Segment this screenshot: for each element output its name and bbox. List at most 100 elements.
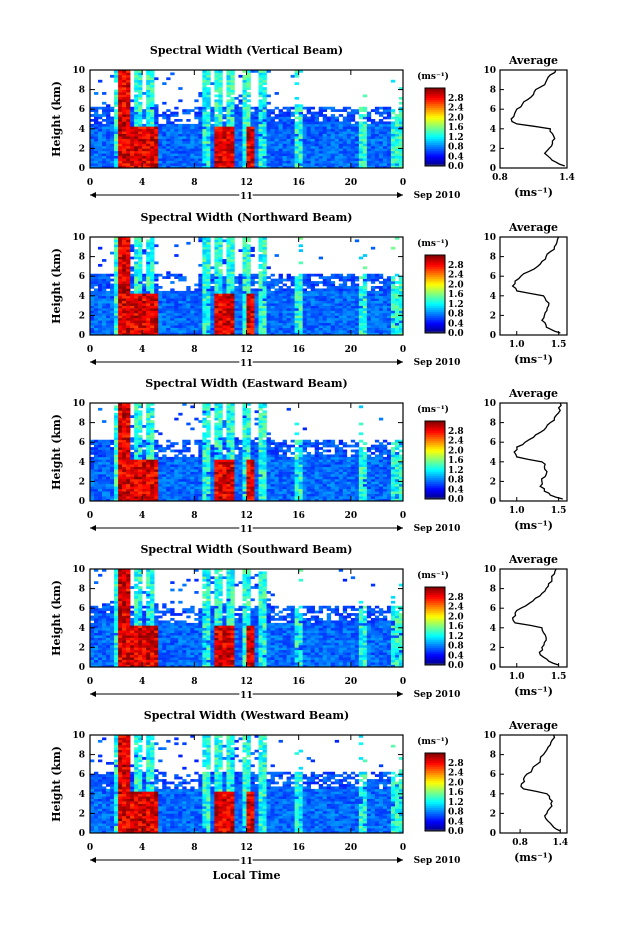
heatmap-cell (334, 119, 340, 122)
heatmap-cell (298, 273, 303, 277)
heatmap-cell (102, 320, 107, 324)
heatmap-cell (298, 332, 303, 336)
heatmap-cell (190, 143, 195, 147)
heatmap-cell (278, 312, 283, 316)
heatmap-cell (150, 491, 155, 494)
heatmap-cell (246, 290, 251, 294)
heatmap-cell (198, 123, 203, 127)
heatmap-cell (226, 325, 231, 328)
heatmap-cell (154, 153, 159, 157)
heatmap-cell (354, 141, 360, 144)
heatmap-cell (234, 138, 239, 142)
heatmap-cell (378, 281, 384, 284)
heatmap-cell (342, 290, 348, 294)
heatmap-cell (310, 295, 316, 299)
heatmap-cell (142, 471, 147, 475)
heatmap-cell (290, 283, 295, 287)
heatmap-cell (230, 241, 235, 245)
heatmap-cell (278, 305, 283, 309)
heatmap-cell (230, 315, 235, 319)
heatmap-cell (258, 320, 263, 324)
heatmap-cell (142, 312, 147, 316)
heatmap-cell (346, 128, 352, 132)
heatmap-cell (138, 305, 143, 309)
heatmap-cell (294, 308, 299, 311)
heatmap-cell (126, 305, 131, 309)
heatmap-cell (274, 158, 279, 161)
heatmap-cell (190, 126, 195, 130)
heatmap-cell (378, 305, 384, 309)
heatmap-cell (238, 320, 243, 324)
heatmap-cell (150, 459, 155, 463)
heatmap-cell (162, 308, 167, 311)
heatmap-cell (298, 295, 303, 299)
heatmap-cell (154, 325, 159, 328)
heatmap-cell (130, 145, 135, 149)
heatmap-cell (222, 150, 227, 154)
heatmap-cell (330, 330, 336, 333)
heatmap-cell (258, 165, 263, 169)
heatmap-cell (262, 123, 267, 127)
heatmap-cell (94, 121, 99, 125)
heatmap-cell (218, 249, 223, 252)
heatmap-cell (238, 317, 243, 321)
heatmap-cell (330, 312, 336, 316)
heatmap-cell (294, 128, 299, 132)
heatmap-cell (106, 454, 111, 458)
heatmap-cell (242, 165, 247, 169)
heatmap-cell (98, 155, 103, 159)
heatmap-cell (386, 286, 392, 289)
heatmap-cell (138, 410, 143, 414)
heatmap-cell (346, 148, 352, 152)
heatmap-cell (106, 155, 111, 159)
heatmap-cell (234, 308, 239, 311)
heatmap-cell (306, 111, 311, 115)
heatmap-cell (258, 160, 263, 164)
heatmap-cell (250, 332, 255, 336)
heatmap-cell (94, 288, 99, 292)
heatmap-cell (258, 241, 263, 245)
heatmap-cell (166, 116, 171, 120)
heatmap-cell (246, 128, 251, 132)
heatmap-cell (194, 114, 199, 117)
heatmap-cell (110, 303, 115, 306)
heatmap-cell (242, 290, 247, 294)
heatmap-cell (134, 330, 139, 333)
heatmap-cell (154, 150, 159, 154)
heatmap-cell (342, 305, 348, 309)
heatmap-cell (378, 293, 384, 297)
heatmap-cell (230, 322, 235, 326)
heatmap-cell (350, 281, 356, 284)
heatmap-cell (334, 312, 340, 316)
heatmap-cell (226, 155, 231, 159)
heatmap-cell (230, 246, 235, 250)
heatmap-cell (222, 332, 227, 336)
heatmap-cell (242, 244, 247, 248)
heatmap-cell (398, 131, 404, 134)
heatmap-cell (126, 317, 131, 321)
heatmap-cell (182, 109, 187, 112)
heatmap-cell (346, 325, 352, 328)
heatmap-cell (398, 298, 404, 301)
heatmap-cell (310, 121, 316, 125)
heatmap-cell (118, 155, 123, 159)
heatmap-cell (106, 483, 111, 487)
heatmap-cell (370, 123, 376, 127)
heatmap-cell (394, 160, 400, 164)
heatmap-cell (370, 322, 376, 326)
heatmap-cell (242, 283, 247, 287)
heatmap-cell (238, 141, 243, 144)
heatmap-cell (138, 268, 143, 272)
heatmap-cell (198, 237, 203, 240)
heatmap-cell (394, 143, 400, 147)
heatmap-cell (326, 310, 332, 314)
heatmap-cell (378, 150, 384, 154)
heatmap-cell (110, 308, 115, 311)
heatmap-cell (150, 249, 155, 252)
heatmap-cell (186, 123, 191, 127)
heatmap-cell (362, 325, 368, 328)
heatmap-cell (218, 237, 223, 240)
heatmap-cell (114, 327, 119, 331)
heatmap-cell (142, 478, 147, 482)
heatmap-cell (222, 325, 227, 328)
